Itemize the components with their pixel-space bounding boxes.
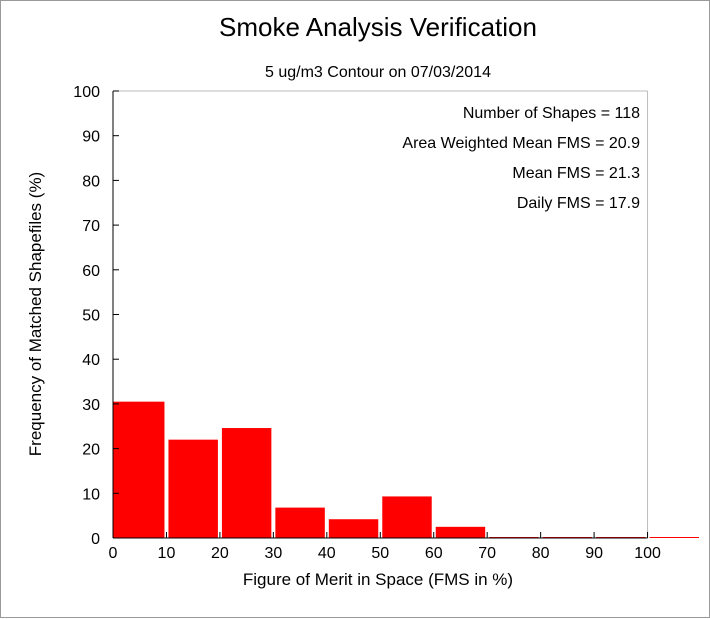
stat-annotation: Number of Shapes = 118 xyxy=(463,105,640,122)
y-tick-label: 20 xyxy=(82,442,100,459)
y-tick-label: 100 xyxy=(73,84,100,101)
x-tick-label: 50 xyxy=(371,545,389,562)
chart-subtitle: 5 ug/m3 Contour on 07/03/2014 xyxy=(265,64,491,81)
histogram-bar xyxy=(649,537,699,538)
y-tick-label: 50 xyxy=(82,308,100,325)
y-tick-label: 60 xyxy=(82,263,100,280)
y-tick-label: 90 xyxy=(82,129,100,146)
y-axis-label: Frequency of Matched Shapefiles (%) xyxy=(26,172,45,456)
histogram-bar xyxy=(275,507,325,538)
histogram-bar xyxy=(328,519,379,538)
x-tick-label: 100 xyxy=(634,545,661,562)
y-tick-label: 40 xyxy=(82,352,100,369)
bars-group xyxy=(113,401,699,538)
stat-annotation: Mean FMS = 21.3 xyxy=(512,165,640,182)
chart-title: Smoke Analysis Verification xyxy=(219,12,537,42)
x-tick-label: 10 xyxy=(158,545,176,562)
ticks-group: 0 10 20 30 40 50 60 70 80 90 100 0 10 20 30 40 50 60 70 80 9… xyxy=(73,84,661,562)
histogram-bar xyxy=(435,526,486,538)
histogram-bar xyxy=(113,401,165,538)
histogram-bar xyxy=(382,496,432,538)
y-tick-label: 70 xyxy=(82,218,100,235)
x-tick-label: 40 xyxy=(318,545,336,562)
x-tick-label: 70 xyxy=(478,545,496,562)
y-tick-label: 0 xyxy=(91,531,100,548)
stat-annotation: Area Weighted Mean FMS = 20.9 xyxy=(402,135,640,152)
x-tick-label: 60 xyxy=(425,545,443,562)
x-tick-label: 90 xyxy=(585,545,603,562)
y-tick-label: 80 xyxy=(82,173,100,190)
y-tick-label: 10 xyxy=(82,486,100,503)
x-tick-label: 20 xyxy=(211,545,229,562)
histogram-bar xyxy=(168,439,218,538)
annotations-group: Number of Shapes = 118 Area Weighted Mean… xyxy=(402,105,640,212)
x-tick-label: 0 xyxy=(109,545,118,562)
x-tick-label: 80 xyxy=(532,545,550,562)
y-tick-label: 30 xyxy=(82,397,100,414)
x-axis-label: Figure of Merit in Space (FMS in %) xyxy=(243,570,513,589)
stat-annotation: Daily FMS = 17.9 xyxy=(517,195,640,212)
histogram-bar xyxy=(221,428,272,538)
x-tick-label: 30 xyxy=(264,545,282,562)
